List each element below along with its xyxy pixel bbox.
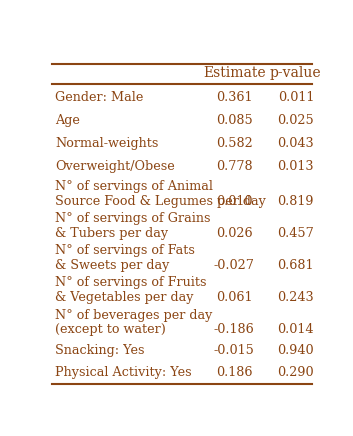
- Text: & Tubers per day: & Tubers per day: [55, 227, 168, 240]
- Text: N° of servings of Animal: N° of servings of Animal: [55, 180, 213, 193]
- Text: N° of beverages per day: N° of beverages per day: [55, 309, 213, 322]
- Text: 0.061: 0.061: [216, 291, 252, 304]
- Text: -0.015: -0.015: [214, 344, 255, 357]
- Text: Overweight/Obese: Overweight/Obese: [55, 160, 175, 173]
- Text: 0.013: 0.013: [277, 160, 314, 173]
- Text: p-value: p-value: [270, 66, 322, 80]
- Text: 0.011: 0.011: [277, 91, 314, 104]
- Text: -0.027: -0.027: [214, 259, 255, 272]
- Text: Normal-weights: Normal-weights: [55, 137, 158, 150]
- Text: Physical Activity: Yes: Physical Activity: Yes: [55, 366, 192, 379]
- Text: N° of servings of Fats: N° of servings of Fats: [55, 244, 195, 257]
- Text: 0.819: 0.819: [277, 194, 314, 208]
- Text: -0.186: -0.186: [214, 324, 255, 337]
- Text: 0.025: 0.025: [277, 114, 314, 127]
- Text: 0.778: 0.778: [216, 160, 253, 173]
- Text: Gender: Male: Gender: Male: [55, 91, 143, 104]
- Text: 0.582: 0.582: [216, 137, 253, 150]
- Text: 0.010: 0.010: [216, 194, 252, 208]
- Text: Estimate: Estimate: [203, 66, 265, 80]
- Text: 0.026: 0.026: [216, 227, 253, 240]
- Text: N° of servings of Grains: N° of servings of Grains: [55, 212, 211, 225]
- Text: 0.243: 0.243: [277, 291, 314, 304]
- Text: 0.043: 0.043: [277, 137, 314, 150]
- Text: 0.457: 0.457: [277, 227, 314, 240]
- Text: & Vegetables per day: & Vegetables per day: [55, 291, 193, 304]
- Text: & Sweets per day: & Sweets per day: [55, 259, 169, 272]
- Text: 0.361: 0.361: [216, 91, 252, 104]
- Text: Snacking: Yes: Snacking: Yes: [55, 344, 145, 357]
- Text: 0.085: 0.085: [216, 114, 253, 127]
- Text: (except to water): (except to water): [55, 324, 166, 337]
- Text: 0.290: 0.290: [277, 366, 314, 379]
- Text: Source Food & Legumes per day: Source Food & Legumes per day: [55, 194, 266, 208]
- Text: 0.940: 0.940: [277, 344, 314, 357]
- Text: N° of servings of Fruits: N° of servings of Fruits: [55, 276, 207, 290]
- Text: 0.681: 0.681: [277, 259, 314, 272]
- Text: Age: Age: [55, 114, 80, 127]
- Text: 0.014: 0.014: [277, 324, 314, 337]
- Text: 0.186: 0.186: [216, 366, 252, 379]
